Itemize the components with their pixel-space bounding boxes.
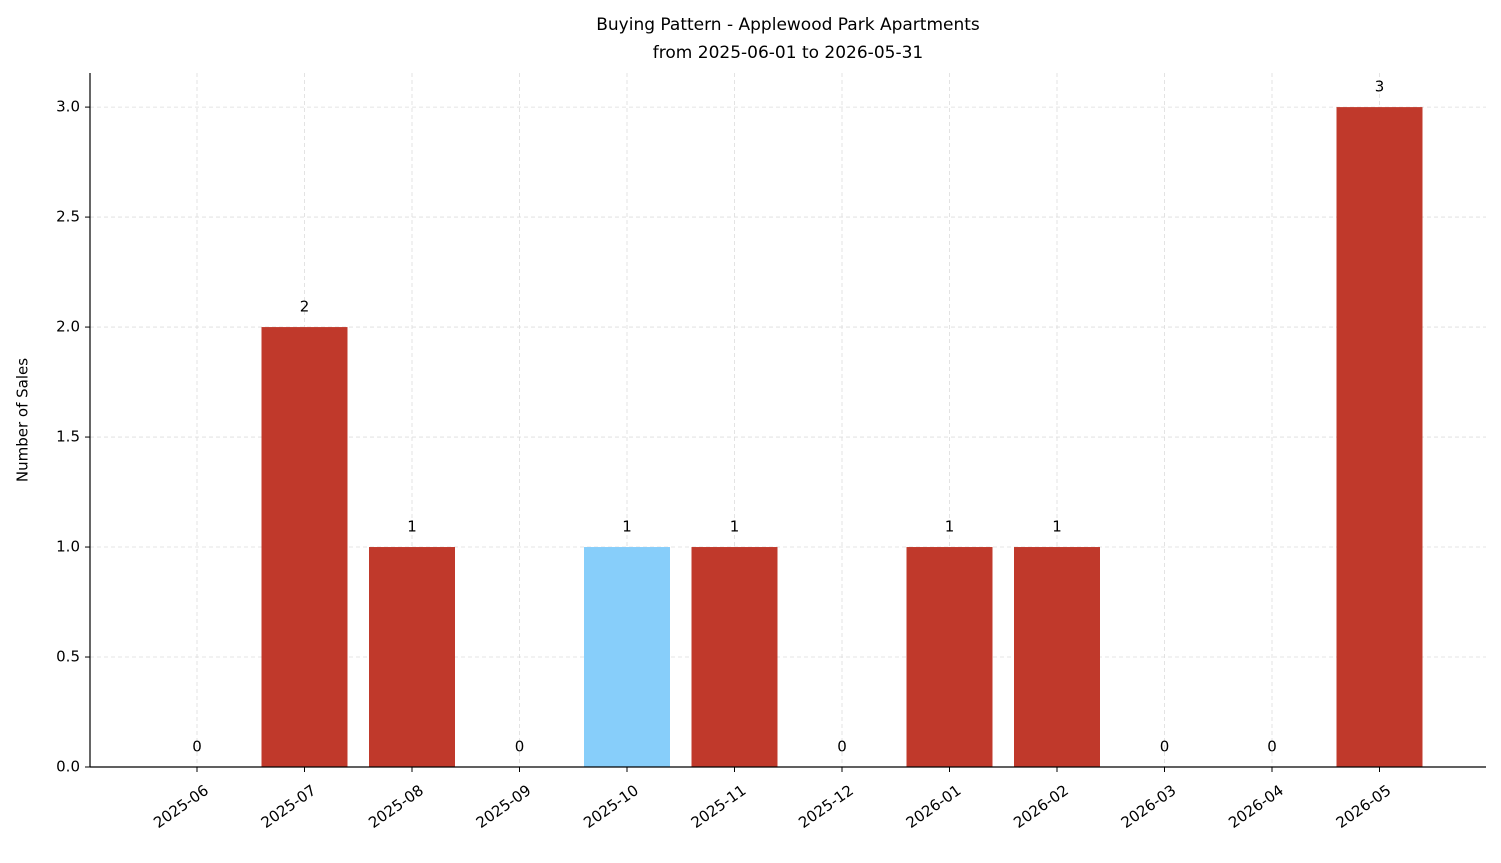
data-label: 1 <box>622 518 632 536</box>
x-tick-label: 2026-03 <box>1118 781 1180 832</box>
bar <box>584 547 670 767</box>
x-tick-label: 2026-02 <box>1010 781 1072 832</box>
x-tick-label: 2026-05 <box>1333 781 1395 832</box>
x-tick-label: 2025-10 <box>580 781 642 832</box>
x-tick-label: 2025-07 <box>258 781 320 832</box>
data-label: 2 <box>300 298 310 316</box>
data-label: 1 <box>1052 518 1062 536</box>
data-label: 0 <box>192 738 202 756</box>
data-label: 0 <box>1267 738 1277 756</box>
bar <box>906 547 993 767</box>
y-tick-label: 1.5 <box>56 428 80 446</box>
bar <box>1336 107 1423 767</box>
x-tick-label: 2025-06 <box>150 781 212 832</box>
bar <box>691 547 778 767</box>
data-label: 1 <box>945 518 955 536</box>
bar <box>261 327 348 767</box>
x-tick-label: 2025-11 <box>688 781 750 832</box>
y-tick-label: 2.0 <box>56 318 80 336</box>
x-tick-label: 2026-01 <box>903 781 965 832</box>
chart-subtitle: from 2025-06-01 to 2026-05-31 <box>653 43 923 63</box>
x-tick-label: 2025-08 <box>365 781 427 832</box>
y-axis-label: Number of Sales <box>14 358 32 482</box>
data-label: 3 <box>1375 78 1385 96</box>
data-label: 1 <box>407 518 417 536</box>
data-label: 0 <box>837 738 847 756</box>
x-tick-label: 2025-09 <box>473 781 535 832</box>
x-tick-label: 2025-12 <box>795 781 857 832</box>
y-tick-label: 3.0 <box>56 98 80 116</box>
data-label: 0 <box>515 738 525 756</box>
chart-title: Buying Pattern - Applewood Park Apartmen… <box>596 15 980 35</box>
bar <box>369 547 455 767</box>
bar <box>1014 547 1100 767</box>
y-tick-label: 0.5 <box>56 648 80 666</box>
y-tick-label: 1.0 <box>56 538 80 556</box>
y-tick-label: 2.5 <box>56 208 80 226</box>
x-tick-label: 2026-04 <box>1225 781 1287 832</box>
y-tick-label: 0.0 <box>56 758 80 776</box>
data-label: 1 <box>730 518 740 536</box>
data-label: 0 <box>1160 738 1170 756</box>
